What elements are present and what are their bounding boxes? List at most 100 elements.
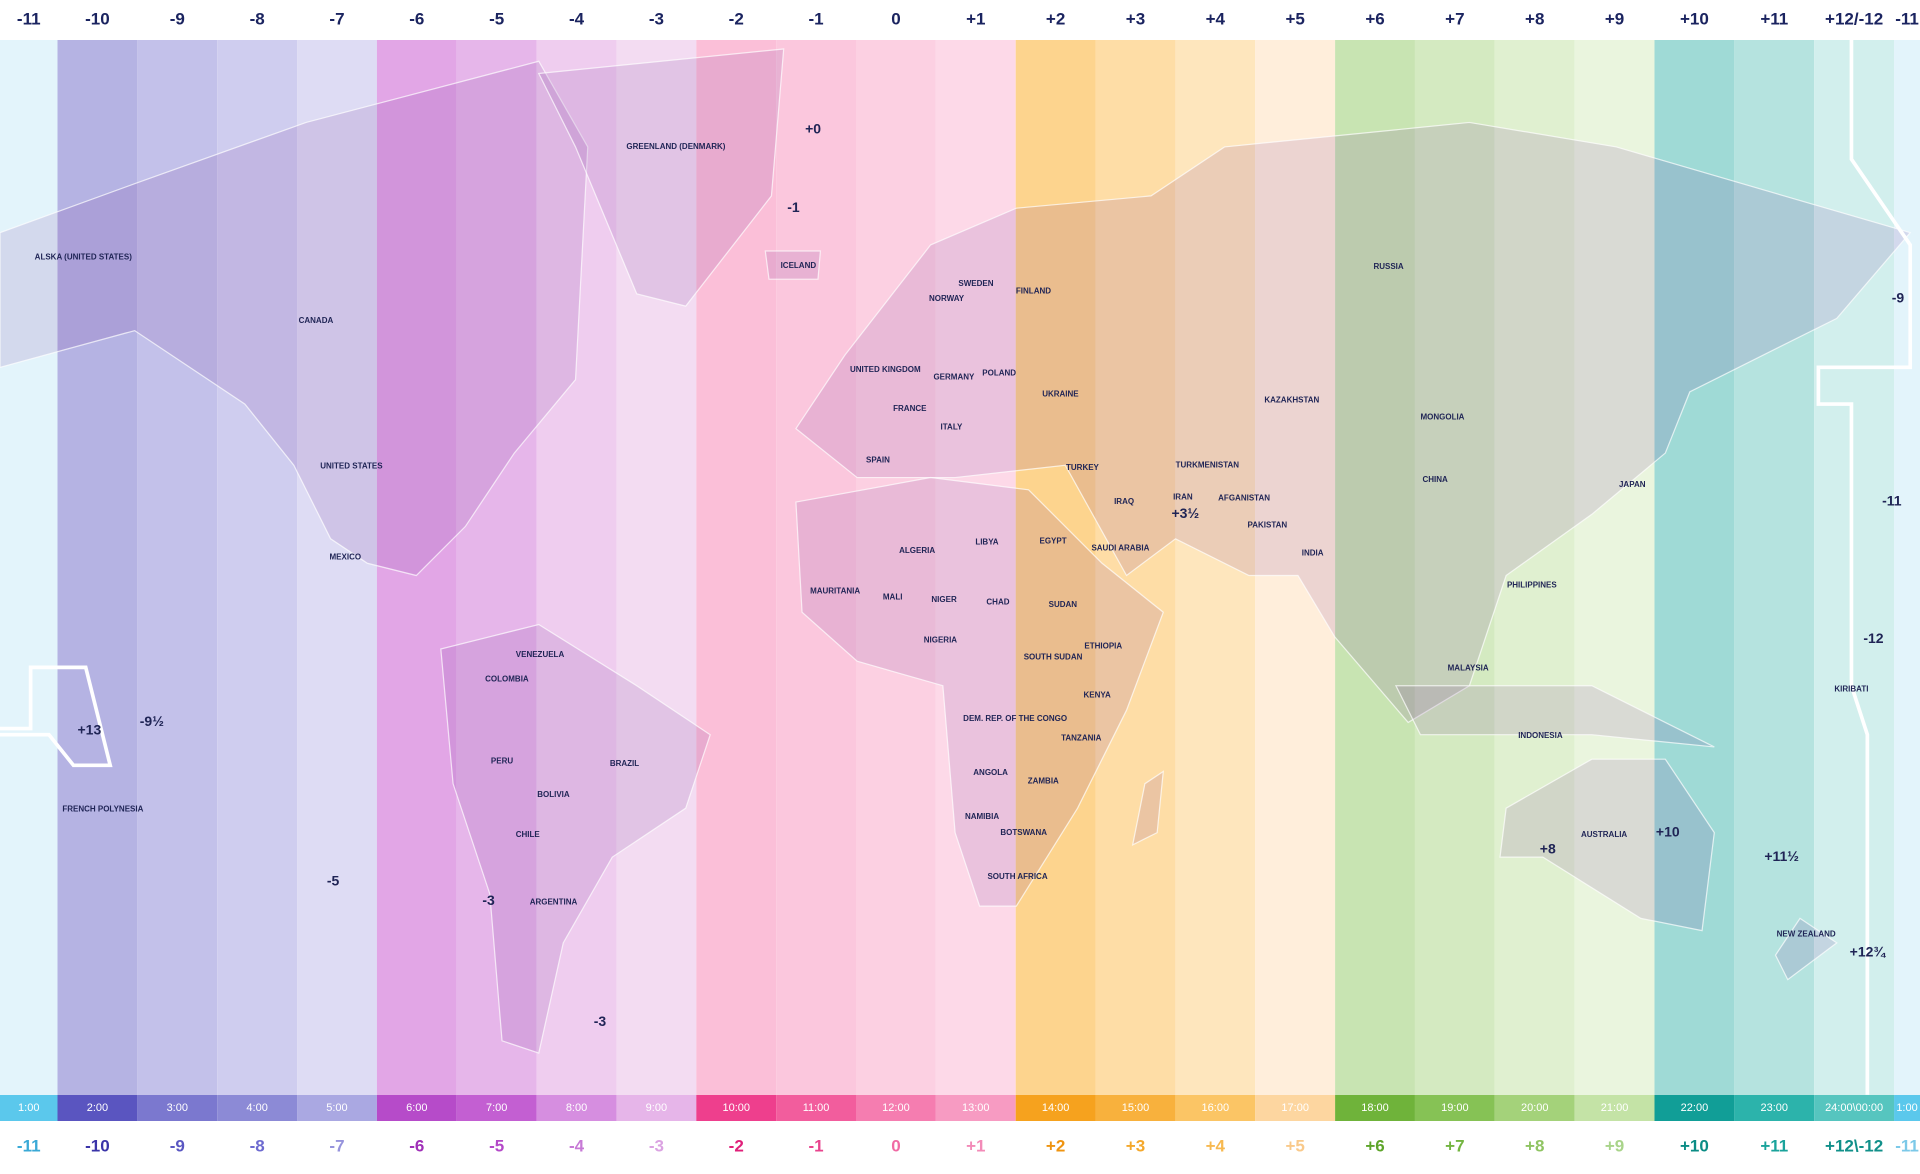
- region-label: FRENCH POLYNESIA: [62, 805, 143, 814]
- region-label: MONGOLIA: [1420, 413, 1464, 422]
- region-label: TANZANIA: [1061, 733, 1102, 742]
- zone-band: [0, 40, 58, 1095]
- region-label: PERU: [491, 757, 513, 766]
- labels: -111:00-11-102:00-10-93:00-9-84:00-8-75:…: [17, 9, 1919, 1155]
- time-bar: [696, 1095, 777, 1121]
- zone-annotation: -1: [787, 199, 800, 215]
- region-label: NEW ZEALAND: [1777, 929, 1836, 938]
- region-label: CANADA: [299, 316, 334, 325]
- region-label: MALAYSIA: [1448, 664, 1489, 673]
- zone-time: 2:00: [87, 1102, 108, 1114]
- zone-annotation: +12¾: [1850, 943, 1887, 959]
- zone-offset-bottom: -11: [17, 1136, 41, 1155]
- zone-offset-top: 0: [891, 9, 900, 28]
- zone-offset-top: +9: [1605, 9, 1624, 28]
- region-label: ZAMBIA: [1028, 776, 1059, 785]
- region-label: ALSKA (UNITED STATES): [35, 252, 133, 261]
- region-label: INDIA: [1302, 549, 1324, 558]
- region-label: ANGOLA: [973, 768, 1008, 777]
- zone-time: 9:00: [646, 1102, 667, 1114]
- time-bar: [297, 1095, 377, 1121]
- region-label: BOLIVIA: [537, 790, 570, 799]
- eurasia: [795, 121, 1912, 724]
- zone-offset-bottom: +11: [1760, 1136, 1788, 1155]
- region-label: TURKMENISTAN: [1176, 460, 1240, 469]
- zone-offset-top: +8: [1525, 9, 1544, 28]
- region-label: MEXICO: [330, 552, 362, 561]
- time-bar: [0, 1095, 58, 1121]
- zone-band: [456, 40, 537, 1095]
- region-label: PHILIPPINES: [1507, 580, 1557, 589]
- zone-offset-top: -1: [809, 9, 824, 28]
- region-label: IRAN: [1173, 492, 1193, 501]
- indonesia: [1394, 685, 1715, 748]
- region-label: AUSTRALIA: [1581, 830, 1627, 839]
- region-label: UNITED STATES: [320, 462, 383, 471]
- zone-time: 7:00: [486, 1102, 507, 1114]
- time-bar: [57, 1095, 138, 1121]
- zone-offset-top: +1: [966, 9, 985, 28]
- region-label: CHAD: [986, 598, 1009, 607]
- region-label: BRAZIL: [610, 759, 639, 768]
- zone-offset-bottom: +6: [1365, 1136, 1384, 1155]
- zone-offset-top: -9: [170, 9, 185, 28]
- zone-time: 1:00: [1896, 1102, 1917, 1114]
- zone-annotation: +13: [78, 722, 102, 738]
- zone-offset-bottom: +4: [1206, 1136, 1226, 1155]
- region-label: ITALY: [941, 422, 963, 431]
- zone-band: [1255, 40, 1336, 1095]
- time-bar: [616, 1095, 697, 1121]
- zone-offset-top: -8: [250, 9, 265, 28]
- region-label: JAPAN: [1619, 480, 1646, 489]
- time-bar: [376, 1095, 457, 1121]
- zone-time: 6:00: [406, 1102, 427, 1114]
- time-bar: [856, 1095, 936, 1121]
- zone-band: [935, 40, 1016, 1095]
- region-label: SWEDEN: [958, 279, 993, 288]
- region-label: SUDAN: [1049, 600, 1078, 609]
- time-bar: [217, 1095, 298, 1121]
- zone-annotation: -11: [1882, 493, 1902, 509]
- time-bar: [137, 1095, 218, 1121]
- zone-time: 1:00: [18, 1102, 39, 1114]
- zone-band: [1175, 40, 1256, 1095]
- region-label: ARGENTINA: [530, 898, 578, 907]
- zone-offset-top: -6: [409, 9, 424, 28]
- zone-offset-top: +6: [1365, 9, 1384, 28]
- greenland: [537, 48, 785, 307]
- zone-time: 12:00: [882, 1102, 910, 1114]
- zone-time: 23:00: [1761, 1102, 1789, 1114]
- region-label: POLAND: [982, 369, 1016, 378]
- zone-offset-bottom: +1: [966, 1136, 985, 1155]
- region-label: SAUDI ARABIA: [1091, 544, 1149, 553]
- zone-bands: [0, 40, 1920, 1121]
- region-label: IRAQ: [1114, 497, 1134, 506]
- zone-band: [1894, 40, 1920, 1095]
- zone-offset-bottom: -5: [489, 1136, 504, 1155]
- zone-band: [217, 40, 298, 1095]
- region-label: DEM. REP. OF THE CONGO: [963, 714, 1067, 723]
- land: [0, 39, 1913, 1095]
- zone-time: 19:00: [1441, 1102, 1469, 1114]
- time-bar: [1574, 1095, 1655, 1121]
- zone-offset-bottom: +8: [1525, 1136, 1544, 1155]
- region-label: INDONESIA: [1518, 731, 1563, 740]
- madagascar: [1131, 770, 1165, 847]
- zone-offset-bottom: 0: [891, 1136, 900, 1155]
- region-label: VENEZUELA: [516, 650, 565, 659]
- region-label: UKRAINE: [1042, 389, 1079, 398]
- zone-band: [57, 40, 138, 1095]
- zone-offset-bottom: +12\-12: [1825, 1136, 1883, 1155]
- region-label: ALGERIA: [899, 546, 935, 555]
- zone-band: [1015, 40, 1096, 1095]
- zone-annotation: -9: [1892, 289, 1905, 305]
- region-label: FINLAND: [1016, 287, 1051, 296]
- zone-time: 21:00: [1601, 1102, 1629, 1114]
- region-label: MALI: [883, 593, 903, 602]
- region-label: CHINA: [1422, 475, 1448, 484]
- time-bar: [1414, 1095, 1495, 1121]
- zone-offset-top: +4: [1206, 9, 1226, 28]
- zone-offset-bottom: +10: [1680, 1136, 1709, 1155]
- zone-offset-top: -3: [649, 9, 664, 28]
